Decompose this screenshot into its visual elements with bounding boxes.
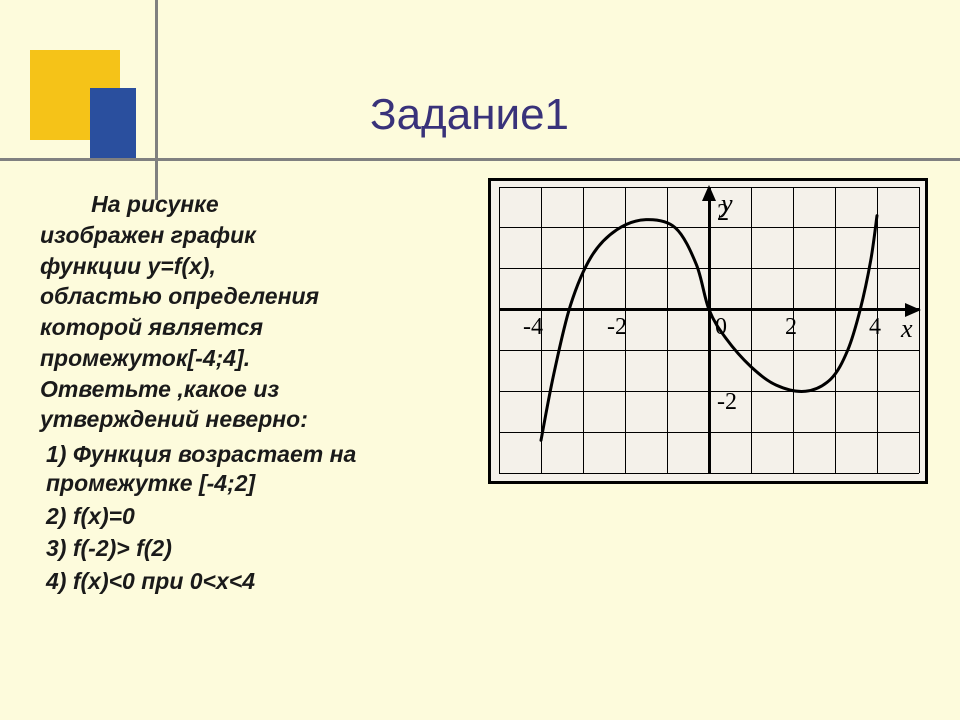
text-line-4: областью определения <box>40 282 460 311</box>
function-chart: yx-4-20242-2 <box>488 178 928 484</box>
decor-line-horizontal <box>0 158 960 161</box>
answer-2[interactable]: 2) f(x)=0 <box>46 502 460 531</box>
problem-text: На рисунке изображен график функции y=f(… <box>40 190 460 600</box>
curve-svg <box>499 187 919 473</box>
function-curve <box>541 216 877 441</box>
slide-title: Задание1 <box>370 90 569 140</box>
text-line-2: изображен график <box>40 221 460 250</box>
text-line-5: которой является <box>40 313 460 342</box>
text-line-8: утверждений неверно: <box>40 405 460 434</box>
text-line-3: функции y=f(x), <box>40 252 460 281</box>
answer-options: 1) Функция возрастает на промежутке [-4;… <box>40 440 460 596</box>
text-line-1: На рисунке <box>91 191 219 217</box>
answer-3[interactable]: 3) f(-2)> f(2) <box>46 534 460 563</box>
decor-line-vertical <box>155 0 158 200</box>
text-indent <box>40 191 91 217</box>
chart-grid: yx-4-20242-2 <box>499 187 919 473</box>
slide: Задание1 На рисунке изображен график фун… <box>0 0 960 720</box>
decor-square-blue <box>90 88 136 158</box>
text-line-6: промежуток[-4;4]. <box>40 344 460 373</box>
answer-4[interactable]: 4) f(x)<0 при 0<x<4 <box>46 567 460 596</box>
answer-1[interactable]: 1) Функция возрастает на промежутке [-4;… <box>46 440 460 498</box>
text-line-7: Ответьте ,какое из <box>40 375 460 404</box>
